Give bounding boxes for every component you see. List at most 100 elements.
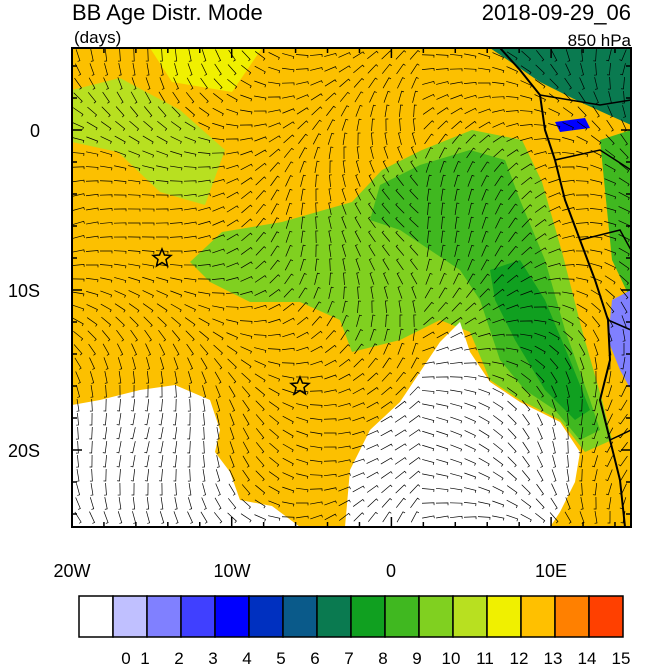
barb (226, 178, 239, 184)
barb (89, 511, 96, 524)
barb (594, 357, 598, 370)
barb (564, 77, 572, 90)
barb (492, 515, 505, 521)
barb (618, 442, 628, 453)
barb (285, 175, 293, 187)
barb (464, 332, 477, 338)
barb (72, 317, 84, 327)
barb (268, 318, 281, 324)
barb (118, 63, 122, 76)
barb (480, 259, 490, 271)
barb (383, 146, 389, 159)
barb (534, 109, 547, 115)
barb (478, 443, 490, 453)
barb (342, 300, 348, 313)
barb (507, 162, 519, 172)
barb (464, 416, 476, 424)
barb (169, 194, 183, 198)
barb (449, 361, 463, 365)
barb (565, 426, 569, 440)
barb (72, 206, 85, 211)
barb (478, 121, 491, 129)
barb (534, 291, 547, 295)
barb (338, 417, 351, 421)
barb (184, 317, 196, 327)
barb (479, 134, 491, 144)
colorbar-box (282, 595, 318, 638)
barb (606, 49, 612, 62)
barb (411, 132, 417, 145)
barb (226, 277, 239, 281)
barb (297, 316, 309, 325)
barb (592, 329, 600, 342)
barb (198, 193, 211, 197)
barb (229, 427, 235, 440)
barb (268, 500, 281, 508)
barb (353, 512, 365, 522)
barb (508, 217, 518, 229)
barb (269, 162, 281, 172)
barb (188, 49, 192, 62)
barb (352, 498, 365, 507)
barb (481, 188, 489, 201)
barb (169, 236, 183, 240)
barb (436, 81, 449, 85)
barb (548, 205, 561, 212)
barb (548, 192, 561, 198)
colorbar-label: 14 (578, 649, 597, 667)
barb (315, 188, 319, 202)
barb (409, 386, 421, 396)
barb (454, 230, 460, 243)
barb (605, 134, 615, 146)
barb (466, 273, 476, 285)
barb (89, 468, 93, 482)
barb (130, 329, 138, 342)
barb (197, 152, 211, 157)
barb (226, 151, 239, 155)
barb (549, 358, 559, 370)
barb (268, 515, 281, 521)
barb (172, 454, 177, 468)
barb (357, 300, 361, 314)
barb (87, 92, 97, 104)
barb (198, 317, 210, 327)
barb (159, 384, 163, 398)
barb (270, 245, 280, 257)
barb (314, 160, 320, 173)
barb (170, 150, 183, 158)
barb (478, 302, 491, 311)
barb (566, 469, 570, 482)
barb (142, 150, 155, 158)
barb (521, 499, 532, 509)
barb (451, 133, 462, 144)
barb (356, 118, 362, 131)
barb (355, 329, 363, 341)
barb (592, 399, 598, 412)
barb (188, 385, 192, 398)
barb (254, 136, 267, 142)
barb (144, 329, 152, 342)
field-region (600, 130, 631, 300)
barb (342, 174, 346, 187)
barb (241, 64, 252, 75)
barb (324, 359, 337, 367)
barb (520, 333, 533, 339)
barb (450, 416, 463, 424)
barb (409, 258, 418, 271)
barb (590, 263, 603, 270)
barb (86, 235, 99, 239)
barb (214, 497, 222, 510)
barb (562, 304, 575, 312)
barb (492, 135, 505, 143)
barb (242, 399, 250, 412)
barb (550, 63, 559, 76)
barb (422, 331, 435, 339)
barb (312, 301, 322, 313)
barb (184, 151, 197, 157)
barb (492, 122, 505, 128)
barb (142, 165, 155, 171)
barb (493, 442, 504, 453)
barb (437, 120, 449, 130)
barb (591, 427, 599, 440)
barb (450, 430, 463, 438)
